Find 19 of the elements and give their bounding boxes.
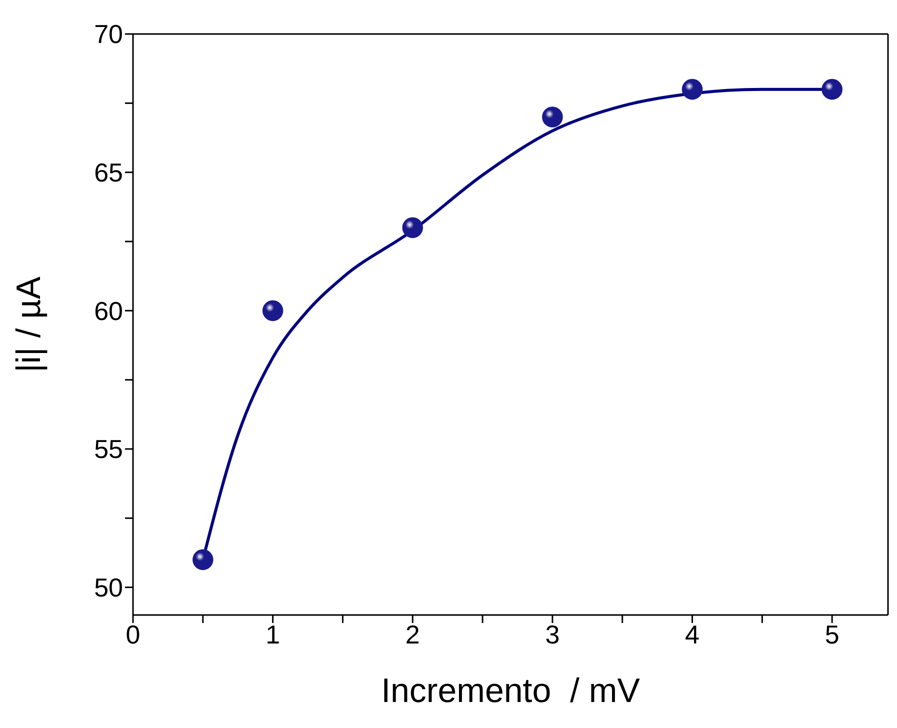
point xyxy=(262,300,284,322)
x-tick-label: 2 xyxy=(405,619,420,650)
x-tick-label: 0 xyxy=(126,619,140,650)
y-tick-label: 55 xyxy=(94,434,123,464)
y-tick-label: 50 xyxy=(94,572,123,603)
y-tick-label: 65 xyxy=(94,158,123,188)
point xyxy=(682,78,703,100)
point xyxy=(542,106,563,128)
x-tick-label: 1 xyxy=(266,619,280,650)
x-tick-label: 5 xyxy=(824,619,840,650)
point xyxy=(402,217,424,238)
y-axis-title: |i| / µA xyxy=(10,276,48,372)
point xyxy=(192,549,214,570)
x-tick-label: 3 xyxy=(545,619,560,650)
x-axis-title: Incremento / mV xyxy=(381,672,640,710)
y-tick-label: 60 xyxy=(94,296,123,326)
x-tick-label: 4 xyxy=(685,619,700,650)
point xyxy=(822,78,842,100)
y-tick-label: 70 xyxy=(94,19,123,50)
